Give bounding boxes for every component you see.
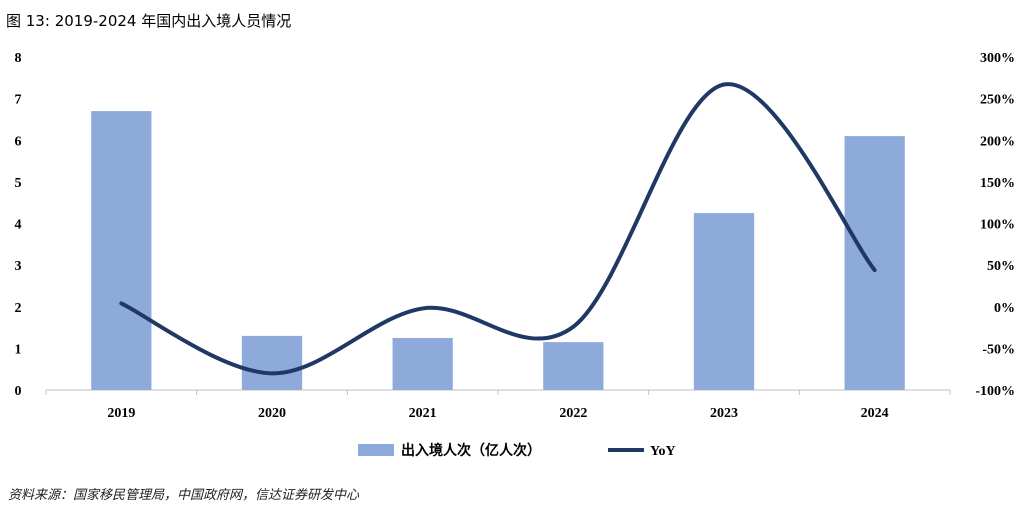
figure-label: 图 13: bbox=[6, 12, 50, 30]
y-left-tick-label: 2 bbox=[15, 301, 22, 316]
figure-title: 图 13: 2019-2024 年国内出入境人员情况 bbox=[6, 10, 291, 31]
y-right-tick-label: 300% bbox=[980, 51, 1015, 66]
y-left-tick-label: 8 bbox=[15, 51, 22, 66]
y-right-tick-label: 0% bbox=[994, 301, 1015, 316]
figure-title-text: 2019-2024 年国内出入境人员情况 bbox=[54, 12, 292, 30]
y-right-tick-label: 250% bbox=[980, 93, 1015, 108]
yoy-line bbox=[119, 82, 877, 376]
y-right-tick-label: 50% bbox=[987, 259, 1015, 274]
x-tick-label: 2023 bbox=[710, 406, 738, 421]
yoy-series bbox=[119, 82, 877, 376]
x-tick-label: 2021 bbox=[409, 406, 437, 421]
legend: 出入境人次（亿人次） YoY bbox=[358, 442, 676, 459]
y-left-tick-label: 5 bbox=[15, 176, 22, 191]
y-right-tick-label: -100% bbox=[975, 384, 1015, 399]
x-tick-label: 2020 bbox=[258, 406, 286, 421]
x-tick-label: 2022 bbox=[559, 406, 587, 421]
x-tick-label: 2019 bbox=[107, 406, 135, 421]
x-tick-label: 2024 bbox=[861, 406, 889, 421]
legend-bar-swatch bbox=[358, 444, 394, 456]
y-left-tick-label: 1 bbox=[15, 342, 22, 357]
bar-series bbox=[91, 111, 905, 391]
bar bbox=[543, 342, 604, 390]
legend-line-label: YoY bbox=[650, 444, 676, 459]
legend-bar-label: 出入境人次（亿人次） bbox=[401, 442, 541, 459]
bar bbox=[844, 136, 905, 390]
y-right-tick-label: -50% bbox=[982, 342, 1015, 357]
y-right-tick-label: 200% bbox=[980, 134, 1015, 149]
chart-axes bbox=[45, 389, 951, 395]
y-right-tick-label: 150% bbox=[980, 176, 1015, 191]
y-left-tick-label: 0 bbox=[15, 384, 22, 399]
y-left-tick-label: 7 bbox=[15, 93, 22, 108]
y-right-tick-label: 100% bbox=[980, 218, 1015, 233]
y-left-tick-label: 4 bbox=[15, 218, 22, 233]
bar bbox=[91, 111, 152, 391]
bar bbox=[693, 213, 755, 390]
bar bbox=[392, 337, 453, 390]
source-note: 资料来源：国家移民管理局，中国政府网，信达证券研发中心 bbox=[8, 488, 360, 503]
bar bbox=[241, 335, 303, 390]
y-left-tick-label: 3 bbox=[15, 259, 22, 274]
tick-labels: 0 1 2 3 4 5 6 7 8 -100% -50% 0% 50% 100% 150% 200% 250% 3… bbox=[15, 51, 1016, 421]
y-left-tick-label: 6 bbox=[15, 134, 22, 149]
